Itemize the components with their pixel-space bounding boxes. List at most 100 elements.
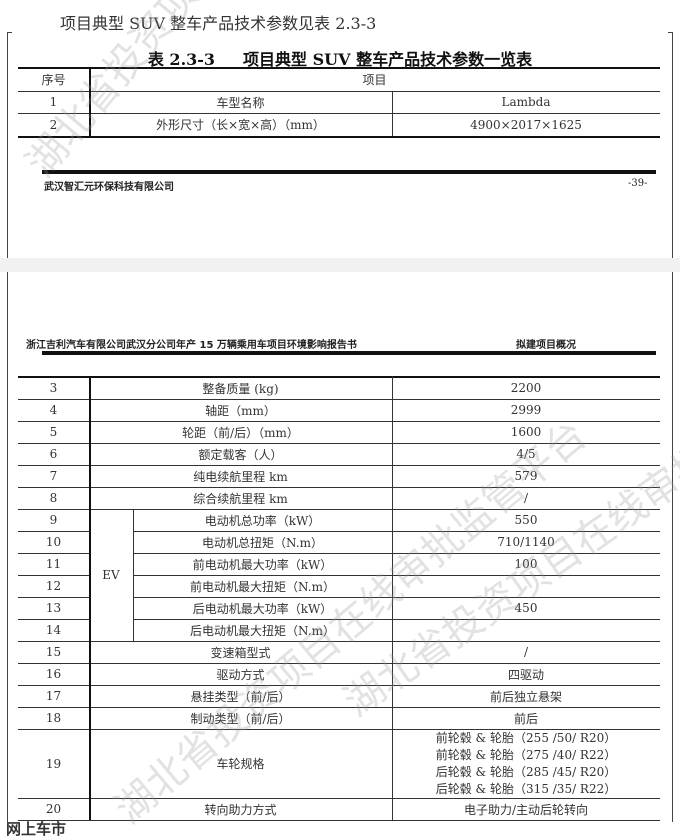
row-rule <box>133 575 660 576</box>
row-rule <box>18 135 660 138</box>
row-rule <box>18 597 89 598</box>
row-value: 2999 <box>510 403 542 417</box>
wheel-spec: 前轮毂 & 轮胎（255 /50/ R20） <box>435 730 617 745</box>
row-rule <box>133 597 660 598</box>
row-number: 9 <box>49 513 58 527</box>
wheel-spec: 前轮毂 & 轮胎（275 /40/ R22） <box>435 747 617 762</box>
row-item: 变速箱型式 <box>210 645 271 660</box>
brand-logo: 网上车市 <box>6 820 67 838</box>
page-frame-left <box>7 32 8 822</box>
table-top-rule <box>18 376 660 378</box>
row-rule <box>18 685 660 686</box>
row-value: 100 <box>514 557 538 571</box>
page-number: -39- <box>628 178 648 189</box>
row-number: 4 <box>49 403 58 417</box>
row-value: 450 <box>514 601 538 615</box>
row-rule <box>18 113 660 114</box>
row-value: 579 <box>514 469 538 483</box>
row-number: 2 <box>49 117 58 132</box>
column-rule <box>89 376 91 820</box>
row-rule <box>18 421 660 422</box>
row-value: 550 <box>514 513 538 527</box>
row-rule <box>18 575 89 576</box>
section-title: 拟建项目概况 <box>516 340 576 351</box>
row-item: 轮距（前/后）（mm） <box>182 425 299 440</box>
row-item: 外形尺寸（长×宽×高）（mm） <box>156 118 325 132</box>
row-rule <box>133 619 660 620</box>
footer-company: 武汉智汇元环保科技有限公司 <box>44 182 174 193</box>
row-number: 12 <box>45 579 62 593</box>
row-value: Lambda <box>501 95 551 109</box>
row-value: / <box>523 491 529 505</box>
row-item: 驱动方式 <box>216 667 265 682</box>
row-number: 10 <box>45 535 62 549</box>
row-rule <box>18 399 660 400</box>
column-rule <box>89 67 91 136</box>
header-no: 序号 <box>41 73 66 87</box>
column-rule <box>392 376 393 820</box>
row-number: 1 <box>49 95 58 109</box>
row-number: 20 <box>45 802 62 816</box>
row-value: 前后独立悬架 <box>489 689 562 704</box>
row-item: 轴距（mm） <box>205 403 276 418</box>
row-number: 6 <box>49 447 58 461</box>
row-number: 3 <box>49 381 58 395</box>
header-rule <box>42 351 656 355</box>
row-item: 纯电续航里程 km <box>193 469 288 484</box>
row-rule <box>18 641 660 642</box>
row-item: 前电动机最大功率（kW） <box>192 557 333 572</box>
column-rule <box>133 509 134 641</box>
report-title: 浙江吉利汽车有限公司武汉分公司年产 15 万辆乘用车项目环境影响报告书 <box>26 340 357 351</box>
row-value: 1600 <box>510 425 542 439</box>
row-rule <box>133 553 660 554</box>
row-rule <box>18 619 89 620</box>
row-rule <box>18 91 660 92</box>
row-number: 8 <box>49 491 58 505</box>
row-rule <box>18 553 89 554</box>
frame-corner <box>7 32 12 33</box>
row-item: 前电动机最大扭矩（N.m） <box>190 579 335 594</box>
row-item: 额定载客（人） <box>198 447 283 462</box>
row-number: 15 <box>45 645 62 659</box>
wheel-spec: 后轮毂 & 轮胎（285 /45/ R20） <box>435 764 617 779</box>
row-number: 16 <box>45 667 62 681</box>
row-number: 5 <box>49 425 58 439</box>
row-item: 车型名称 <box>216 95 265 110</box>
row-rule <box>18 798 660 799</box>
row-number: 17 <box>45 689 62 703</box>
column-rule <box>392 91 393 136</box>
wheel-spec: 后轮毂 & 轮胎（315 /35/ R22） <box>435 781 617 796</box>
row-value: 4/5 <box>516 447 536 461</box>
row-rule <box>18 465 660 466</box>
row-item: 车轮规格 <box>216 757 265 771</box>
row-value: / <box>523 645 529 659</box>
row-item: 电动机总功率（kW） <box>204 513 321 528</box>
row-number: 19 <box>45 756 62 771</box>
page-gap <box>0 258 680 272</box>
row-rule <box>18 663 660 664</box>
frame-corner <box>668 32 673 33</box>
row-rule <box>18 729 660 730</box>
row-item: 电动机总扭矩（N.m） <box>202 535 323 550</box>
table-top-rule <box>18 67 660 69</box>
row-rule <box>18 509 660 510</box>
row-number: 14 <box>45 623 62 637</box>
table-title: 项目典型 SUV 整车产品技术参数一览表 <box>243 50 533 69</box>
ev-group-label: EV <box>102 568 120 582</box>
wheel-spec-list: 前轮毂 & 轮胎（255 /50/ R20） 前轮毂 & 轮胎（275 /40/ … <box>392 729 660 798</box>
row-rule <box>18 531 89 532</box>
row-rule <box>18 820 660 821</box>
row-item: 悬挂类型（前/后） <box>190 689 291 704</box>
row-rule <box>18 443 660 444</box>
table-caption: 表 2.3-3 项目典型 SUV 整车产品技术参数一览表 <box>0 46 680 70</box>
row-item: 后电动机最大功率（kW） <box>192 601 333 616</box>
row-item: 后电动机最大扭矩（N.m） <box>190 623 335 638</box>
row-value: 四驱动 <box>507 667 544 682</box>
row-value <box>392 575 660 597</box>
row-value: 2200 <box>510 381 542 395</box>
row-number: 11 <box>45 557 62 571</box>
row-item: 整备质量 (kg) <box>202 381 279 396</box>
row-rule <box>18 487 660 488</box>
table-number: 表 2.3-3 <box>147 50 216 69</box>
row-number: 13 <box>45 601 62 615</box>
